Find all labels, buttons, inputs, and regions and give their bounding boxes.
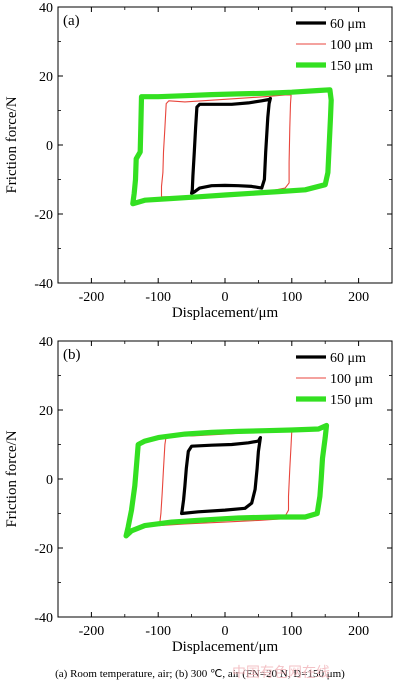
series-line-2 [130,87,334,207]
y-axis-title: Friction force/N [4,96,20,193]
legend-label-2: 150 μm [330,393,373,408]
x-tick-label: -200 [79,290,105,305]
series-line-1 [160,94,292,198]
y-tick-label: 20 [39,70,53,85]
y-tick-label: 20 [39,404,53,419]
legend-label-2: 150 μm [330,59,373,74]
panel-label: (b) [63,347,81,363]
x-axis-title: Displacement/μm [172,639,279,655]
y-tick-label: -20 [34,542,53,557]
x-tick-label: -100 [145,624,171,639]
x-tick-label: 0 [222,624,229,639]
legend-label-1: 100 μm [330,372,373,387]
y-tick-label: 40 [39,335,53,350]
legend-label-0: 60 μm [330,351,366,366]
chart-panel-b: -200 -100 0 100 20040200-20-40Displacement/μ… [4,335,393,655]
y-tick-label: 0 [46,139,53,154]
y-tick-label: -40 [34,277,53,292]
series-line-0 [180,436,262,516]
x-tick-label: 200 [348,624,369,639]
y-tick-label: -40 [34,611,53,626]
watermark: 中国有色网在线 [232,664,330,681]
x-tick-label: 0 [222,290,229,305]
figure-caption: (a) Room temperature, air; (b) 300 ℃, ai… [55,668,345,680]
x-tick-label: 100 [281,624,302,639]
x-tick-label: 100 [281,290,302,305]
x-axis-title: Displacement/μm [172,305,279,321]
x-tick-label: -100 [145,290,171,305]
x-tick-label: 200 [348,290,369,305]
legend-label-1: 100 μm [330,38,373,53]
x-tick-label: -200 [79,624,105,639]
legend-label-0: 60 μm [330,17,366,32]
series-line-2 [123,422,330,539]
y-tick-label: -20 [34,208,53,223]
y-axis-title: Friction force/N [4,430,20,527]
chart-panel-a: -200 -100 0 100 20040200-20-40Displacement/μ… [4,1,393,321]
y-tick-label: 40 [39,1,53,16]
panel-label: (a) [63,13,80,29]
series-line-0 [190,96,272,195]
y-tick-label: 0 [46,473,53,488]
